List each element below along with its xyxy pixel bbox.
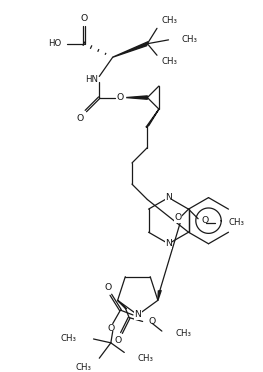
Text: CH₃: CH₃	[175, 328, 191, 337]
Text: HN: HN	[85, 75, 98, 84]
Text: HO: HO	[48, 39, 62, 48]
Polygon shape	[126, 96, 147, 99]
Text: CH₃: CH₃	[138, 354, 154, 363]
Text: O: O	[104, 283, 112, 292]
Text: N: N	[165, 239, 172, 248]
Text: O: O	[114, 336, 121, 345]
Text: N: N	[134, 311, 141, 320]
Text: O: O	[117, 93, 124, 102]
Text: CH₃: CH₃	[75, 363, 92, 372]
Text: CH₃: CH₃	[162, 57, 178, 65]
Polygon shape	[118, 300, 126, 309]
Text: O: O	[107, 324, 114, 333]
Text: CH₃: CH₃	[60, 334, 76, 343]
Polygon shape	[113, 42, 148, 57]
Text: CH₃: CH₃	[181, 35, 197, 44]
Polygon shape	[146, 109, 159, 127]
Text: N: N	[165, 193, 172, 202]
Text: O: O	[174, 213, 181, 222]
Text: O: O	[77, 114, 84, 123]
Text: O: O	[202, 216, 209, 225]
Polygon shape	[158, 291, 161, 300]
Text: O: O	[80, 14, 88, 23]
Text: CH₃: CH₃	[229, 218, 245, 227]
Text: O: O	[148, 317, 156, 326]
Text: CH₃: CH₃	[162, 16, 178, 25]
